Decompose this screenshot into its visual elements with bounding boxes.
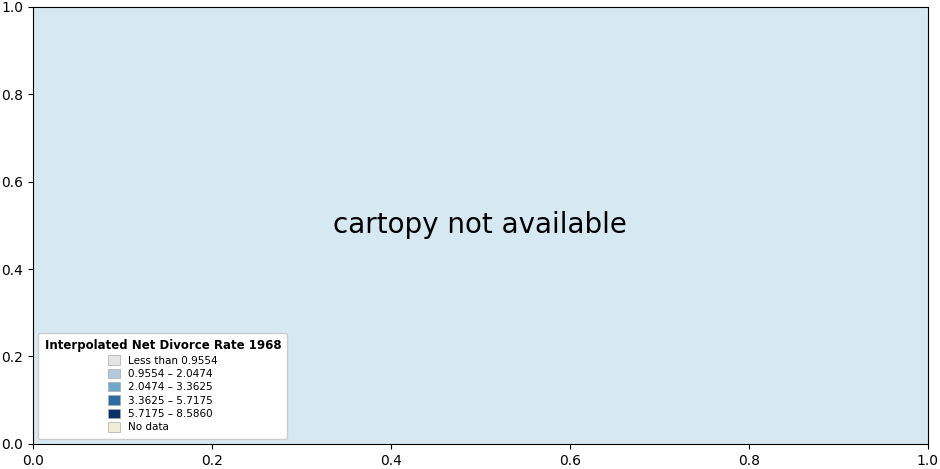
Legend: Less than 0.9554, 0.9554 – 2.0474, 2.0474 – 3.3625, 3.3625 – 5.7175, 5.7175 – 8.: Less than 0.9554, 0.9554 – 2.0474, 2.047…: [39, 333, 288, 439]
Text: cartopy not available: cartopy not available: [334, 212, 627, 239]
